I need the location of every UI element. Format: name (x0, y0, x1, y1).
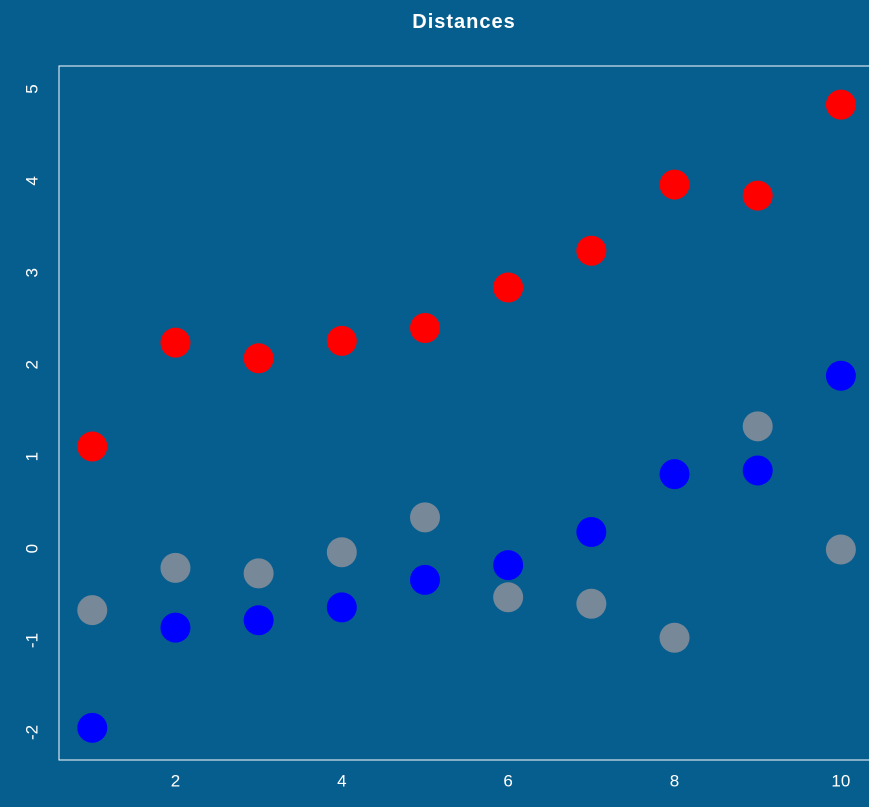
y-tick-label: -1 (22, 633, 41, 648)
y-tick-label: 4 (22, 176, 41, 185)
data-point-series-1 (243, 343, 274, 374)
data-point-series-2 (659, 622, 690, 653)
x-tick-label: 6 (503, 771, 512, 790)
data-point-series-1 (825, 89, 856, 120)
data-point-series-3 (77, 712, 108, 743)
chart-title: Distances (412, 11, 516, 33)
data-point-series-2 (160, 552, 191, 583)
data-point-series-2 (742, 411, 773, 442)
y-tick-label: 2 (22, 360, 41, 369)
data-point-series-2 (409, 502, 440, 533)
y-tick-label: 0 (22, 544, 41, 553)
data-points (77, 89, 856, 743)
x-tick-label: 4 (337, 771, 346, 790)
data-point-series-3 (493, 550, 524, 581)
data-point-series-1 (493, 272, 524, 303)
y-tick-label: 3 (22, 268, 41, 277)
data-point-series-3 (659, 459, 690, 490)
data-point-series-1 (742, 180, 773, 211)
data-point-series-2 (493, 582, 524, 613)
x-tick-label: 8 (670, 771, 679, 790)
data-point-series-2 (243, 558, 274, 589)
data-point-series-3 (742, 455, 773, 486)
data-point-series-2 (576, 588, 607, 619)
data-point-series-1 (160, 327, 191, 358)
data-point-series-3 (326, 592, 357, 623)
y-tick-label: 5 (22, 84, 41, 93)
data-point-series-2 (825, 534, 856, 565)
x-axis: 2 4 6 8 10 (171, 771, 851, 790)
data-point-series-2 (326, 537, 357, 568)
data-point-series-3 (243, 605, 274, 636)
y-axis: -2 -1 0 1 2 3 4 5 (22, 84, 41, 740)
x-tick-label: 2 (171, 771, 180, 790)
data-point-series-1 (409, 312, 440, 343)
x-tick-label: 10 (831, 771, 850, 790)
data-point-series-1 (77, 431, 108, 462)
data-point-series-3 (825, 360, 856, 391)
y-tick-label: -2 (22, 725, 41, 740)
data-point-series-3 (160, 612, 191, 643)
data-point-series-1 (326, 325, 357, 356)
plot-frame (58, 65, 869, 761)
data-point-series-2 (77, 595, 108, 626)
data-point-series-3 (409, 564, 440, 595)
data-point-series-1 (576, 235, 607, 266)
data-point-series-1 (659, 169, 690, 200)
data-point-series-3 (576, 517, 607, 548)
y-tick-label: 1 (22, 452, 41, 461)
